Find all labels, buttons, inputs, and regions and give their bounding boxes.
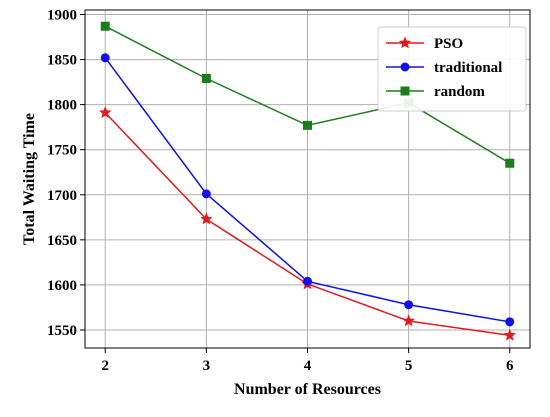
- y-tick-label: 1550: [47, 323, 77, 339]
- x-axis-title: Number of Resources: [234, 381, 381, 398]
- y-tick-label: 1750: [47, 143, 77, 159]
- legend-label: PSO: [434, 36, 463, 52]
- series-layer: [98, 21, 517, 341]
- legend: PSO traditional random: [377, 26, 527, 112]
- circle-marker: [505, 317, 515, 327]
- x-tick-label: 5: [405, 358, 413, 374]
- legend-label: random: [434, 84, 485, 100]
- x-tick-label: 4: [304, 358, 312, 374]
- circle-marker: [404, 300, 414, 310]
- y-tick-label: 1850: [47, 53, 77, 69]
- y-tick-label: 1900: [47, 8, 77, 24]
- legend-item-random: random: [386, 84, 485, 100]
- square-marker: [303, 120, 312, 130]
- y-tick-label: 1650: [47, 233, 77, 249]
- legend-label: traditional: [434, 60, 502, 76]
- star-marker: [402, 314, 415, 327]
- series-traditional: [100, 53, 515, 327]
- star-marker: [98, 106, 112, 119]
- legend-item-traditional: traditional: [386, 60, 502, 76]
- grid: [85, 10, 530, 348]
- y-axis-title: Total Waiting Time: [21, 113, 38, 245]
- circle-marker: [400, 62, 410, 72]
- legend-item-pso: PSO: [386, 36, 463, 52]
- star-marker: [200, 212, 213, 225]
- x-tick-label: 6: [506, 358, 514, 374]
- star-marker: [398, 36, 412, 49]
- square-marker: [100, 21, 110, 31]
- y-tick-label: 1800: [47, 98, 77, 114]
- square-marker: [505, 158, 515, 168]
- circle-marker: [201, 189, 211, 199]
- square-marker: [400, 86, 410, 96]
- y-tick-label: 1700: [47, 188, 77, 204]
- y-tick-label: 1600: [47, 278, 77, 294]
- square-marker: [201, 74, 211, 84]
- x-tick-label: 3: [203, 358, 211, 374]
- circle-marker: [303, 276, 312, 286]
- circle-marker: [100, 53, 110, 63]
- star-marker: [503, 328, 517, 341]
- x-tick-label: 2: [101, 358, 109, 374]
- legend-box: [377, 26, 527, 112]
- tick-labels: 2 3 4 5 6 1550 1600 1650 1700 1750 1800 1850 1900: [47, 8, 514, 374]
